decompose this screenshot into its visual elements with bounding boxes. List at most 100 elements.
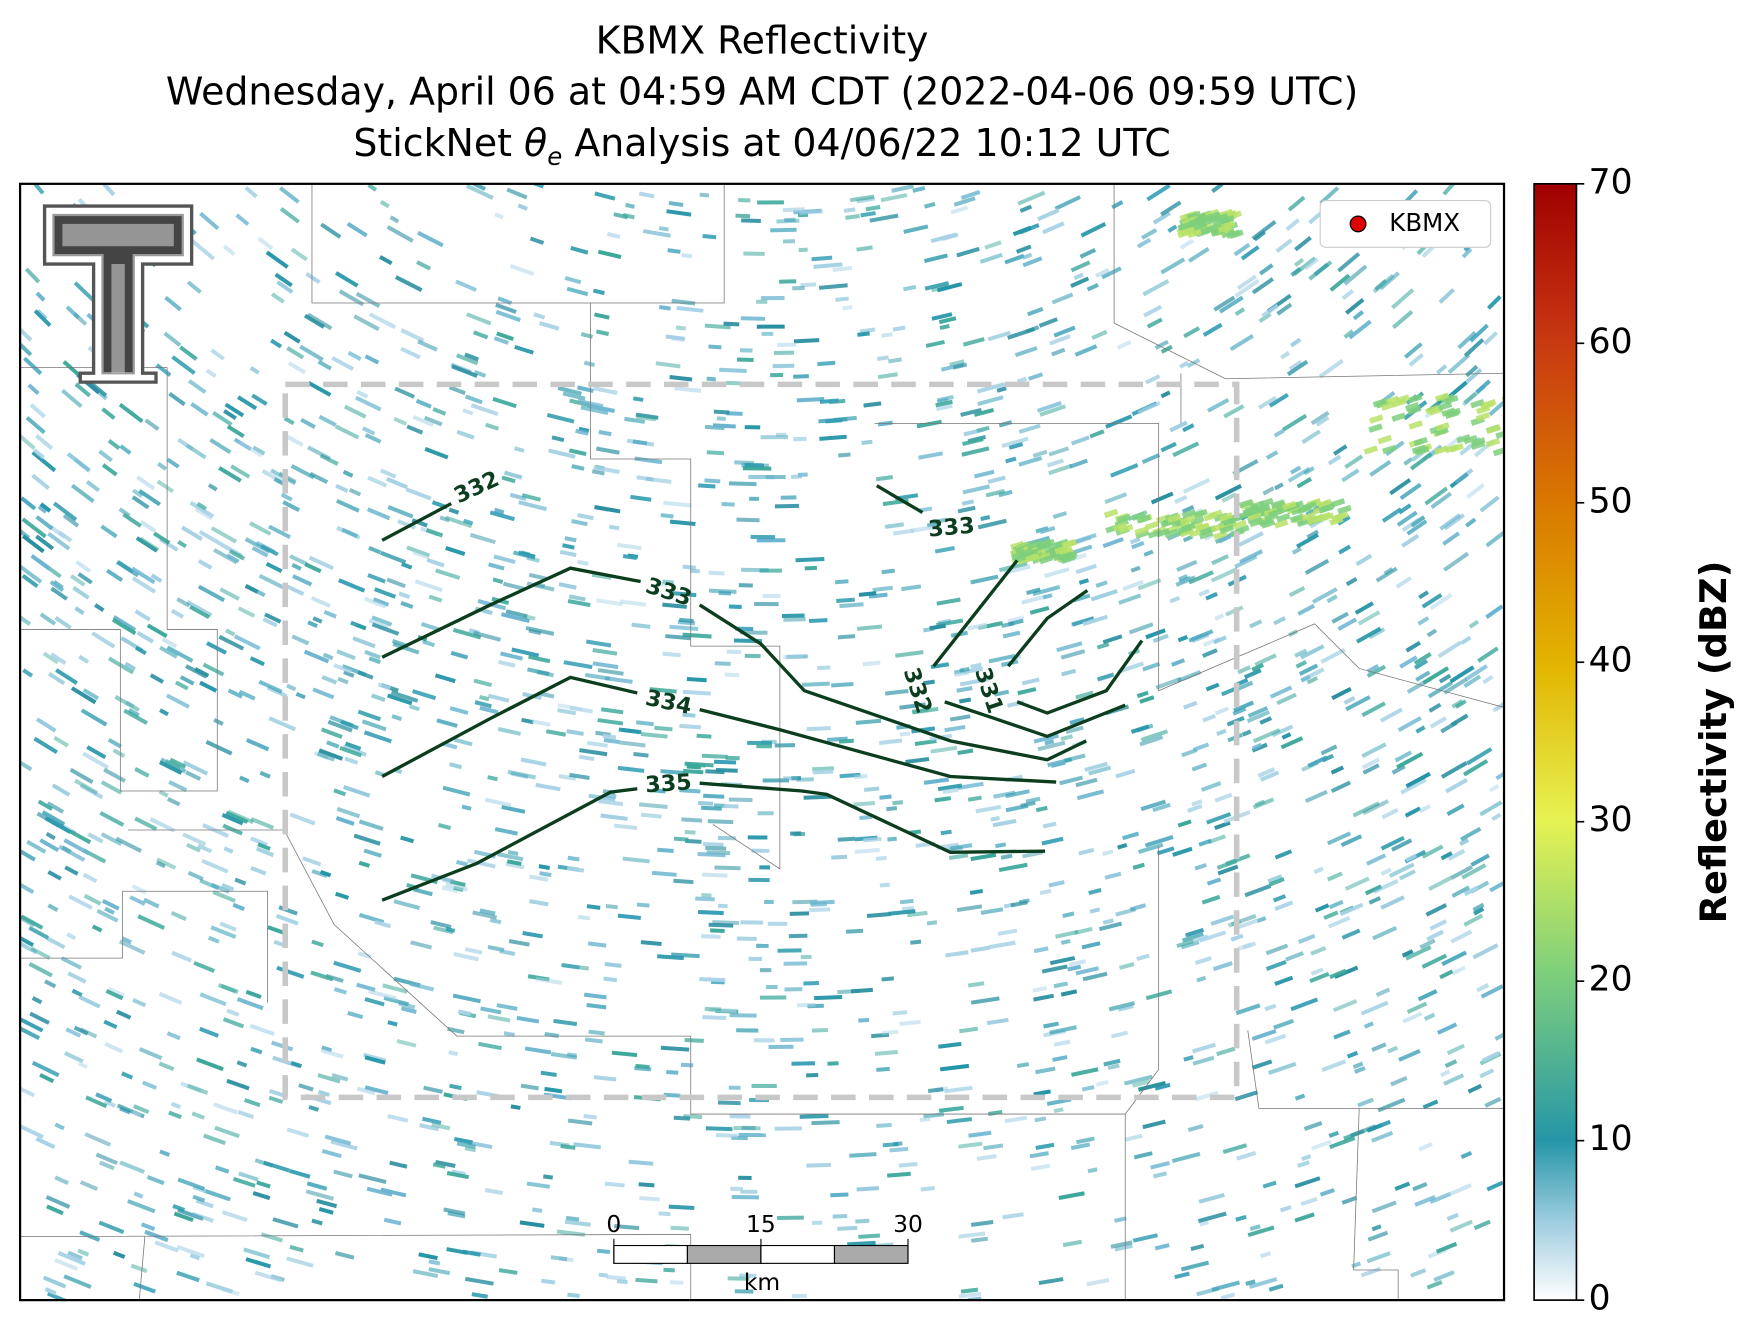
radar-gate: [930, 232, 957, 244]
radar-gate: [1242, 508, 1258, 518]
radar-gate: [98, 449, 113, 463]
radar-gate: [1380, 401, 1396, 411]
radar-gate: [993, 689, 1010, 697]
radar-gate: [585, 639, 612, 648]
radar-gate: [957, 505, 976, 514]
radar-gate: [630, 494, 652, 502]
radar-gate: [714, 865, 741, 871]
radar-gate: [680, 1062, 694, 1068]
radar-gate: [87, 832, 104, 844]
radar-gate: [1405, 640, 1421, 653]
radar-gate: [410, 940, 433, 950]
radar-gate: [288, 1168, 311, 1179]
radar-gate: [435, 568, 461, 580]
radar-gate: [274, 272, 293, 288]
radar-gate: [1074, 344, 1098, 357]
radar-gate: [638, 1182, 655, 1188]
radar-gate: [358, 819, 384, 831]
radar-gate: [467, 183, 486, 191]
radar-gate: [879, 738, 903, 745]
radar-gate: [912, 185, 926, 193]
radar-gate: [44, 1287, 57, 1296]
radar-gate: [1509, 399, 1523, 408]
radar-gate: [735, 213, 751, 219]
radar-gate: [1210, 523, 1226, 533]
radar-gate: [65, 305, 80, 320]
radar-gate: [456, 429, 475, 440]
radar-gate: [728, 1085, 741, 1090]
radar-gate: [168, 392, 186, 407]
radar-gate: [738, 1132, 766, 1138]
radar-gate: [1413, 436, 1428, 447]
radar-gate: [77, 1061, 89, 1070]
radar-gate: [1243, 668, 1262, 680]
radar-gate: [1141, 453, 1161, 465]
radar-gate: [1054, 544, 1069, 555]
radar-gate: [317, 1089, 330, 1097]
radar-gate: [1069, 458, 1089, 469]
radar-gate: [1422, 1099, 1439, 1110]
radar-gate: [1183, 326, 1201, 339]
radar-gate: [1220, 517, 1235, 527]
radar-gate: [798, 247, 808, 253]
radar-gate: [1306, 529, 1319, 540]
radar-gate: [1276, 512, 1291, 523]
radar-gate: [367, 573, 386, 584]
radar-gate: [721, 502, 735, 507]
radar-gate: [520, 1083, 539, 1091]
radar-gate: [566, 729, 584, 736]
radar-gate: [743, 251, 765, 256]
radar-gate: [980, 907, 1004, 915]
radar-gate: [1357, 1097, 1374, 1108]
radar-gate: [356, 982, 376, 992]
radar-gate: [1188, 629, 1214, 643]
radar-gate: [1276, 302, 1293, 316]
radar-gate: [108, 656, 135, 675]
radar-gate: [934, 546, 955, 554]
radar-gate: [1018, 456, 1043, 467]
radar-gate: [20, 914, 44, 930]
radar-gate: [657, 847, 674, 854]
radar-gate: [849, 194, 875, 203]
radar-gate: [63, 838, 90, 856]
radar-gate: [161, 637, 178, 649]
radar-gate: [121, 936, 132, 945]
radar-gate: [1460, 826, 1482, 842]
radar-gate: [595, 446, 620, 455]
radar-gate: [1401, 533, 1420, 548]
radar-gate: [1313, 866, 1324, 875]
radar-gate: [1297, 1160, 1310, 1168]
radar-gate: [1423, 1012, 1436, 1021]
radar-gate: [338, 578, 366, 593]
radar-gate: [757, 200, 784, 205]
radar-gate: [1436, 1022, 1458, 1035]
radar-gate: [1213, 295, 1236, 312]
radar-gate: [760, 296, 785, 301]
radar-gate: [1205, 591, 1218, 601]
radar-gate: [701, 893, 712, 898]
radar-gate: [1463, 391, 1478, 405]
radar-gate: [79, 783, 104, 800]
radar-gate: [506, 859, 522, 866]
radar-gate: [970, 1236, 989, 1243]
radar-gate: [1178, 221, 1194, 231]
radar-gate: [1262, 486, 1275, 496]
radar-gate: [1507, 446, 1521, 455]
radar-gate: [356, 1086, 376, 1096]
radar-gate: [706, 450, 725, 456]
radar-gate: [1101, 266, 1122, 280]
radar-gate: [308, 1105, 319, 1112]
radar-gate: [580, 405, 609, 415]
radar-gate: [1237, 665, 1252, 675]
radar-gate: [1294, 1176, 1321, 1189]
radar-gate: [1447, 848, 1466, 861]
radar-gate: [1086, 282, 1099, 292]
radar-gate: [1411, 444, 1427, 455]
radar-gate: [325, 973, 344, 983]
radar-gate: [1270, 499, 1286, 509]
radar-gate: [1089, 907, 1101, 914]
radar-gate: [697, 800, 714, 806]
radar-gate: [756, 744, 773, 749]
radar-gate: [759, 995, 787, 1000]
radar-gate: [1200, 225, 1215, 235]
